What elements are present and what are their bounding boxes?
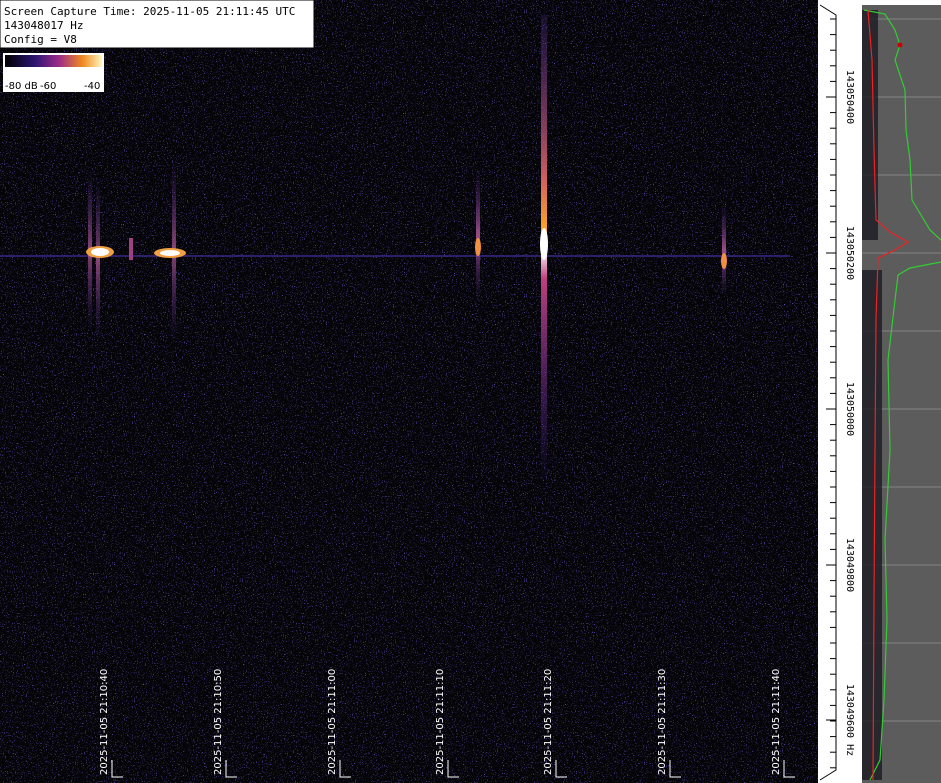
spectrum-max — [869, 261, 941, 781]
axis-labels: 143050400 143050200 143050000 143049800 1430… — [99, 70, 855, 778]
header-box — [0, 0, 315, 49]
header-line: 143048017 Hz — [4, 19, 83, 32]
time-label: 2025-11-05 21:11:00 — [327, 669, 338, 775]
signal — [722, 205, 726, 295]
signal — [540, 228, 548, 260]
time-tick — [339, 760, 351, 778]
freq-ticks — [826, 18, 836, 769]
colorbar-label: -80 dB — [5, 81, 38, 92]
time-label: 2025-11-05 21:11:30 — [657, 669, 668, 775]
spectrum-max — [863, 9, 941, 241]
freq-axis — [818, 0, 862, 783]
spectrum-noise — [862, 10, 878, 240]
signal — [129, 238, 133, 260]
time-label: 2025-11-05 21:10:40 — [99, 669, 110, 775]
spectrum-noise — [862, 270, 882, 780]
time-tick — [225, 760, 237, 778]
signals — [86, 15, 727, 485]
header-line: Screen Capture Time: 2025-11-05 21:11:45… — [4, 5, 295, 18]
time-tick — [669, 760, 681, 778]
freq-label: 143049800 — [844, 538, 855, 592]
time-tick — [447, 760, 459, 778]
signal — [91, 248, 109, 256]
colorbar — [5, 55, 102, 67]
time-label: 2025-11-05 21:11:20 — [543, 669, 554, 775]
freq-label: 143050400 — [844, 70, 855, 124]
header-line: Config = V8 — [4, 33, 77, 46]
signal — [475, 238, 481, 256]
signal — [160, 250, 180, 256]
signal — [96, 180, 100, 340]
colorbar-label: -40 — [84, 81, 100, 92]
time-tick — [783, 760, 795, 778]
time-label: 2025-11-05 21:11:10 — [435, 669, 446, 775]
signal — [721, 253, 727, 269]
freq-label: 143049600 Hz — [844, 684, 855, 756]
time-tick — [555, 760, 567, 778]
noise — [0, 0, 818, 783]
spectrum-avg — [867, 9, 910, 781]
signal — [476, 170, 480, 300]
spectrum-peak — [897, 42, 903, 48]
time-label: 2025-11-05 21:11:40 — [771, 669, 782, 775]
freq-label: 143050200 — [844, 226, 855, 280]
freq-label: 143050000 — [844, 382, 855, 436]
freq-bracket — [819, 4, 837, 781]
colorbar-label: -60 — [40, 81, 56, 92]
time-tick — [111, 760, 123, 778]
time-label: 2025-11-05 21:10:50 — [213, 669, 224, 775]
